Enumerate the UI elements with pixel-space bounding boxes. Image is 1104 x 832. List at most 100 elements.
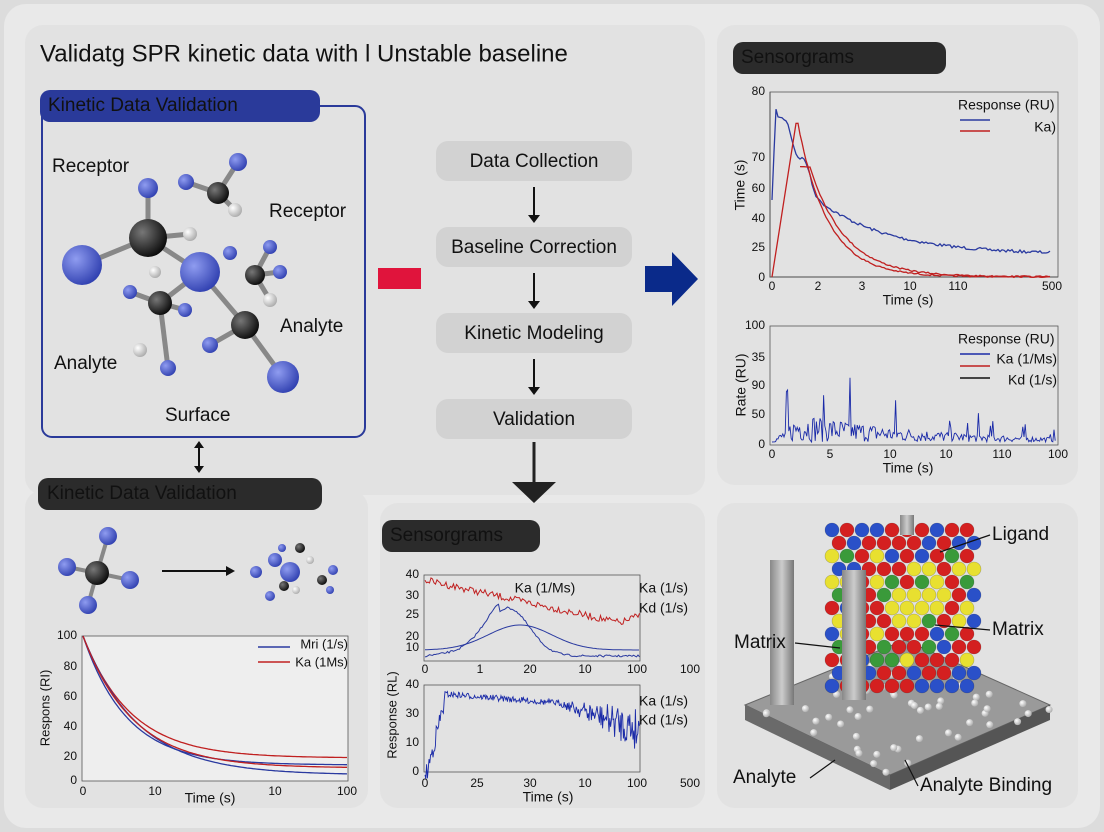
arrow-head bbox=[512, 482, 556, 503]
surface-bump bbox=[1024, 710, 1032, 718]
surface-bump bbox=[972, 693, 980, 701]
axis-title: Time (s) bbox=[732, 160, 748, 211]
matrix-label: Matrix bbox=[992, 619, 1044, 640]
atom bbox=[250, 566, 262, 578]
matrix-bead bbox=[869, 678, 885, 694]
matrix-bead bbox=[921, 561, 937, 577]
atom bbox=[267, 361, 299, 393]
matrix-bead bbox=[914, 548, 930, 564]
red-marker bbox=[378, 268, 421, 289]
y-tick-label: 80 bbox=[64, 659, 78, 673]
atom bbox=[58, 558, 76, 576]
legend-label: Response (RU) bbox=[958, 97, 1054, 113]
matrix-bead bbox=[914, 600, 930, 616]
surface-bump bbox=[966, 719, 974, 727]
matrix-bead bbox=[944, 652, 960, 668]
surface-bump bbox=[1045, 706, 1053, 714]
matrix-bead bbox=[936, 561, 952, 577]
legend-label: Ka (1/s) bbox=[639, 693, 688, 709]
matrix-bead bbox=[876, 639, 892, 655]
matrix-bead bbox=[906, 587, 922, 603]
plot-frame bbox=[769, 91, 1059, 278]
curve bbox=[799, 165, 1051, 278]
matrix-bead bbox=[959, 652, 975, 668]
atom bbox=[328, 565, 338, 575]
x-tick-label: 500 bbox=[680, 776, 700, 790]
matrix-bead bbox=[966, 535, 982, 551]
axis-title: Time (s) bbox=[185, 790, 236, 806]
surface-bump bbox=[937, 697, 945, 705]
arrow-head bbox=[226, 566, 235, 576]
y-tick-label: 60 bbox=[752, 181, 766, 195]
y-tick-label: 40 bbox=[406, 677, 420, 691]
pillar bbox=[900, 515, 914, 535]
matrix-bead bbox=[944, 678, 960, 694]
matrix-bead bbox=[921, 587, 937, 603]
matrix-bead bbox=[921, 613, 937, 629]
atom bbox=[280, 562, 300, 582]
matrix-bead bbox=[929, 626, 945, 642]
atom bbox=[62, 245, 102, 285]
leader-line bbox=[809, 759, 836, 779]
axis-title: Time (s) bbox=[523, 789, 574, 805]
matrix-bead bbox=[929, 548, 945, 564]
atom bbox=[79, 596, 97, 614]
legend-label: Kd (1/s) bbox=[639, 600, 688, 616]
matrix-bead bbox=[899, 678, 915, 694]
surface-bump bbox=[846, 706, 854, 714]
atom bbox=[245, 265, 265, 285]
matrix-bead bbox=[914, 678, 930, 694]
atom bbox=[160, 360, 176, 376]
matrix-bead bbox=[869, 548, 885, 564]
atom bbox=[138, 178, 158, 198]
surface-bump bbox=[852, 732, 860, 740]
matrix-bead bbox=[869, 522, 885, 538]
matrix-bead bbox=[944, 626, 960, 642]
atom bbox=[223, 246, 237, 260]
surface-bump bbox=[971, 699, 979, 707]
header-pill bbox=[38, 478, 322, 510]
atom bbox=[178, 303, 192, 317]
legend-label: Kd (1/s) bbox=[639, 712, 688, 728]
panel-header: Sensorgrams bbox=[741, 47, 854, 68]
atom bbox=[121, 571, 139, 589]
atom bbox=[292, 586, 300, 594]
matrix-bead bbox=[899, 600, 915, 616]
x-tick-label: 1 bbox=[477, 662, 484, 676]
atom bbox=[133, 343, 147, 357]
matrix-bead bbox=[944, 548, 960, 564]
matrix-bead bbox=[966, 613, 982, 629]
matrix-bead bbox=[906, 639, 922, 655]
y-tick-label: 0 bbox=[412, 764, 419, 778]
matrix-bead bbox=[884, 652, 900, 668]
surface-bump bbox=[935, 702, 943, 710]
surface-bump bbox=[910, 702, 918, 710]
matrix-bead bbox=[869, 574, 885, 590]
base-plate-side bbox=[890, 705, 1050, 790]
matrix-bead bbox=[929, 522, 945, 538]
matrix-bead bbox=[884, 548, 900, 564]
matrix-bead bbox=[899, 548, 915, 564]
matrix-bead bbox=[861, 535, 877, 551]
surface-bump bbox=[825, 713, 833, 721]
surface-bump bbox=[866, 705, 874, 713]
molecule-label: Surface bbox=[165, 405, 230, 426]
x-tick-label: 20 bbox=[523, 662, 537, 676]
panel-header: Kinetic Data Validation bbox=[47, 483, 237, 504]
surface-bump bbox=[983, 705, 991, 713]
matrix-bead bbox=[936, 587, 952, 603]
x-tick-label: 0 bbox=[769, 279, 776, 293]
y-tick-label: 35 bbox=[752, 350, 766, 364]
matrix-bead bbox=[884, 678, 900, 694]
arrow-head bbox=[528, 387, 540, 395]
matrix-bead bbox=[891, 587, 907, 603]
surface-bump bbox=[915, 735, 923, 743]
surface-bump bbox=[890, 744, 898, 752]
matrix-bead bbox=[891, 561, 907, 577]
workflow-step-label: Data Collection bbox=[470, 151, 599, 172]
molecule-label: Receptor bbox=[269, 201, 347, 222]
x-tick-label: 30 bbox=[523, 776, 537, 790]
x-tick-label: 10 bbox=[883, 447, 897, 461]
y-tick-label: 0 bbox=[70, 773, 77, 787]
leader-line bbox=[904, 759, 919, 787]
